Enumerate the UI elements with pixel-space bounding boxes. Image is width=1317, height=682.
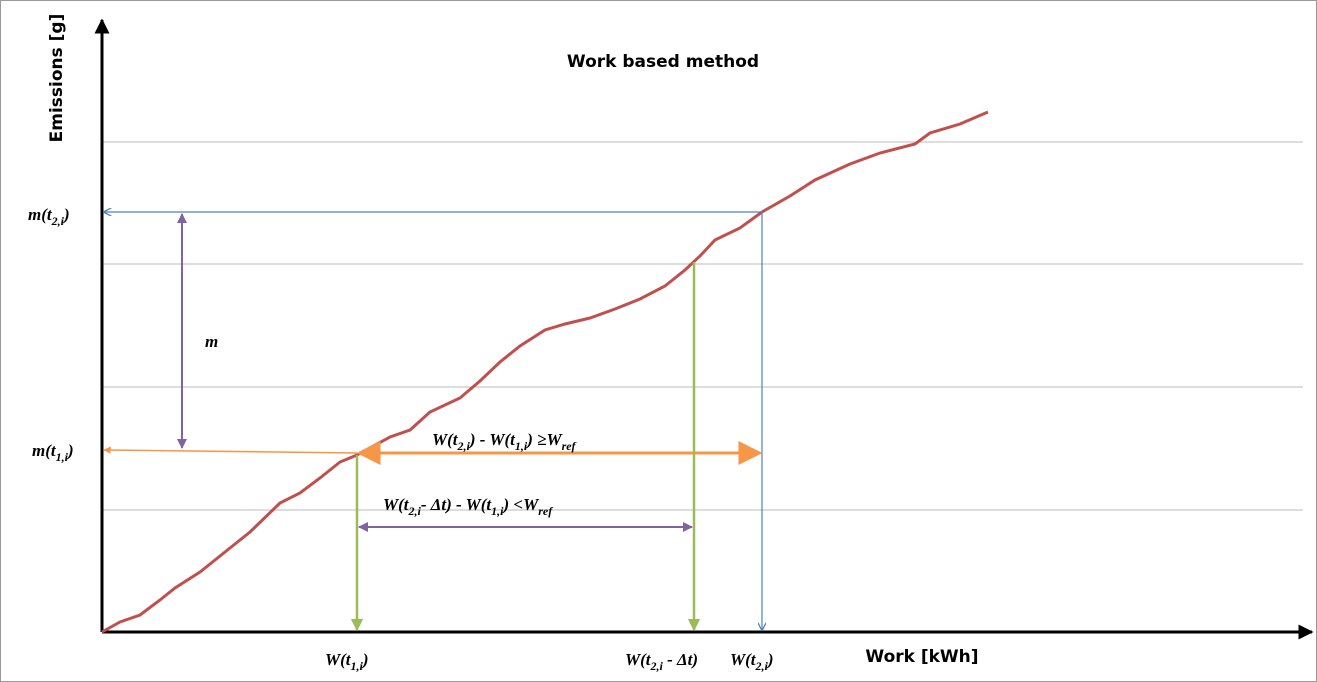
annotation-part: ) ≥W <box>525 430 563 449</box>
annotation-part: ) <box>62 205 70 224</box>
annotation-part: W(t <box>325 650 352 669</box>
title: Work based method <box>567 52 759 72</box>
annotation-part: W(t <box>432 430 459 449</box>
annotation-part: 1,i <box>491 504 504 518</box>
annotation-part: ) <box>766 650 774 669</box>
annotation-part: 2,i <box>755 659 769 673</box>
annotation-part: 2,i <box>457 439 471 453</box>
annotation-part: 2,i <box>408 504 422 518</box>
annotation: W(t2,i - Δt) <box>625 650 698 673</box>
grid <box>102 141 1303 511</box>
annotation-part: m(t <box>32 441 57 460</box>
annotation-part: ) <box>361 650 369 669</box>
annotation-part: m(t <box>28 205 53 224</box>
annotation: W(t2,i) - W(t1,i) ≥Wref <box>432 430 577 453</box>
annotation-part: ) <W <box>502 495 541 514</box>
arrow <box>103 446 358 454</box>
annotation-part: ref <box>538 504 553 518</box>
curve <box>101 110 989 634</box>
annotation-part: W(t <box>383 495 410 514</box>
annotation-part: ) - W(t <box>468 430 516 449</box>
annotation-part: - Δt) <box>663 650 698 669</box>
annotation-part: 1,i <box>351 659 364 673</box>
annotation: m <box>205 332 218 351</box>
annotation-part: - Δt) - W(t <box>421 495 493 514</box>
annotation: W(t2,i- Δt) - W(t1,i) <Wref <box>383 495 553 518</box>
annotation-part: 2,i <box>650 659 664 673</box>
annotation-part: ref <box>562 439 577 453</box>
annotation-part: 1,i <box>56 450 69 464</box>
x-axis-label: Work [kWh] <box>865 647 978 667</box>
annotation-part: m <box>205 332 218 351</box>
annotation: W(t1,i) <box>325 650 369 673</box>
annotation-part: W(t <box>625 650 652 669</box>
annotation: m(t1,i) <box>32 441 74 464</box>
annotation-part: ) <box>66 441 74 460</box>
annotation: W(t2,i) <box>730 650 774 673</box>
annotation-part: 1,i <box>515 439 528 453</box>
annotation-part: 2,i <box>51 214 65 228</box>
annotation: m(t2,i) <box>28 205 70 228</box>
annotation-part: W(t <box>730 650 757 669</box>
y-axis-label: Emissions [g] <box>47 14 67 143</box>
